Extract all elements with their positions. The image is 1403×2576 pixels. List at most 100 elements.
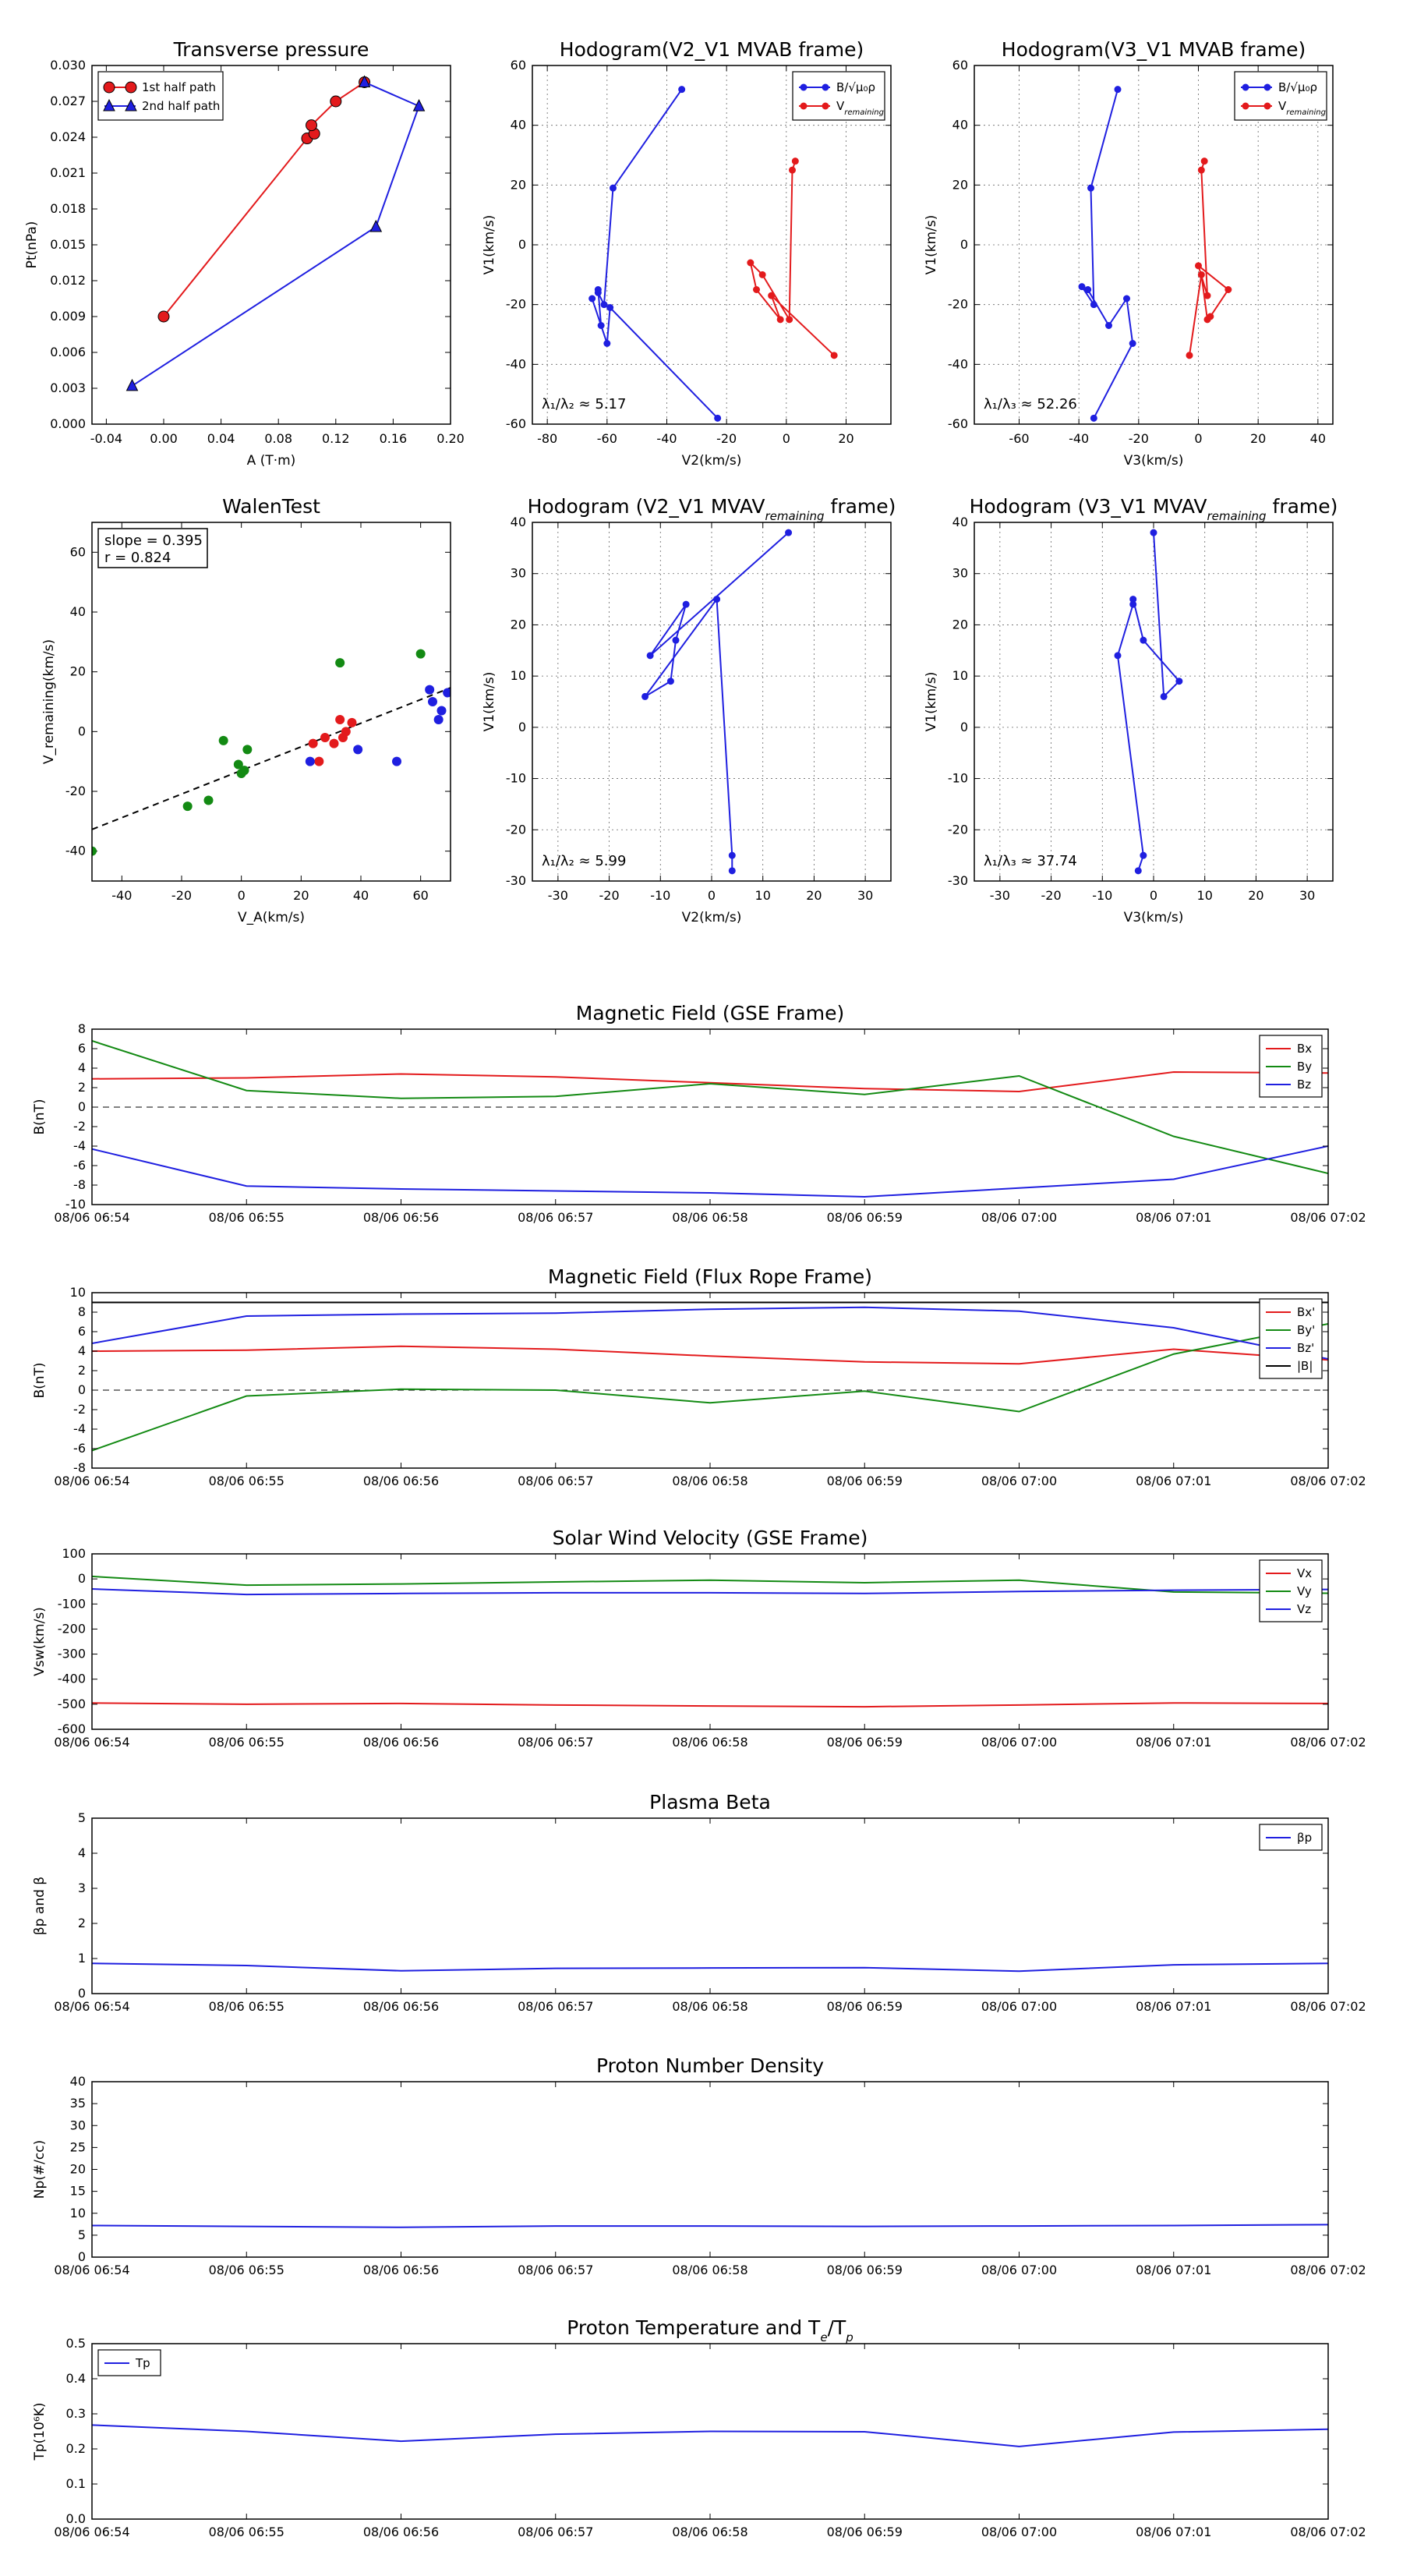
y-tick-label: 10 <box>952 668 968 683</box>
legend-label: B/√μ₀ρ <box>836 80 875 94</box>
x-tick-label: 0.16 <box>380 431 408 446</box>
y-axis-label: Tp(10⁶K) <box>32 2402 48 2461</box>
plot-frame <box>91 1028 1329 1205</box>
series-line <box>92 1962 1328 1973</box>
x-tick-label: 08/06 06:54 <box>54 1999 129 2014</box>
x-tick-label: 08/06 06:54 <box>54 1210 129 1225</box>
legend-label: Bz <box>1297 1077 1311 1092</box>
y-tick-label: 5 <box>78 2227 86 2242</box>
data-point <box>785 529 793 536</box>
x-axis-label: V3(km/s) <box>1124 453 1184 469</box>
y-tick-label: 0.012 <box>50 273 86 288</box>
x-axis-label: V2(km/s) <box>682 453 742 469</box>
legend-label: Vremaining <box>1278 99 1326 117</box>
data-point <box>1225 286 1232 293</box>
y-tick-label: 30 <box>511 566 526 581</box>
plot-area <box>92 2424 1328 2447</box>
x-tick-label: -10 <box>650 888 670 903</box>
data-point <box>603 340 611 347</box>
data-point <box>157 310 170 323</box>
x-tick-label: 08/06 06:59 <box>827 1999 903 2014</box>
x-tick-label: 0.00 <box>150 431 178 446</box>
legend-box <box>792 71 885 121</box>
x-tick-label: 08/06 06:54 <box>54 1735 129 1750</box>
y-tick-label: 6 <box>78 1324 86 1339</box>
legend-label: |B| <box>1297 1359 1313 1373</box>
y-axis-label: Pt(nPa) <box>24 221 40 269</box>
plot-frame <box>91 2081 1329 2258</box>
y-tick-label: -200 <box>58 1621 86 1636</box>
y-tick-label: 20 <box>70 664 86 679</box>
chart-beta: 08/06 06:54 08/06 06:55 08/06 06:56 08/06 0… <box>32 1791 1366 2014</box>
scatter-point <box>329 738 339 748</box>
x-tick-label: 10 <box>755 888 771 903</box>
chart-title: Proton Number Density <box>596 2054 824 2077</box>
y-tick-label: 0.1 <box>66 2476 86 2491</box>
y-tick-label: 0.027 <box>50 94 86 108</box>
chart-title: Solar Wind Velocity (GSE Frame) <box>553 1527 868 1549</box>
x-tick-label: 08/06 06:57 <box>518 1735 593 1750</box>
series-line <box>1189 161 1230 356</box>
y-tick-label: 0 <box>78 724 86 738</box>
legend-marker <box>1242 83 1249 91</box>
data-point <box>714 414 722 422</box>
data-point <box>1084 286 1092 293</box>
x-tick-label: 08/06 06:56 <box>363 1999 439 2014</box>
y-tick-label: 20 <box>70 2162 86 2177</box>
plot-area <box>92 649 451 856</box>
x-tick-label: -40 <box>1069 431 1089 446</box>
x-axis-label: V_A(km/s) <box>238 910 305 925</box>
data-point <box>1078 283 1086 291</box>
data-point <box>1195 262 1202 270</box>
legend-label: By <box>1297 1060 1312 1074</box>
y-tick-label: 100 <box>62 1546 86 1561</box>
scatter-point <box>392 756 401 766</box>
x-tick-label: 20 <box>1250 431 1266 446</box>
y-tick-label: 60 <box>70 544 86 559</box>
series-line <box>1116 533 1181 872</box>
y-tick-label: 5 <box>78 1810 86 1825</box>
y-tick-label: -30 <box>506 873 526 888</box>
data-point <box>600 301 608 309</box>
x-tick-label: 08/06 06:56 <box>363 2263 439 2277</box>
data-point <box>753 286 760 293</box>
chart-np: 08/06 06:54 08/06 06:55 08/06 06:56 08/06 0… <box>32 2054 1366 2277</box>
chart-h2: -60 -40 -20 0 20 40 -60 -40 -20 0 20 40 60 Hodogram(V… <box>924 38 1334 469</box>
y-tick-label: 0 <box>78 2249 86 2264</box>
y-tick-label: -20 <box>65 784 86 798</box>
plot-area <box>125 75 426 391</box>
x-tick-label: -20 <box>1041 888 1062 903</box>
y-tick-label: 30 <box>952 566 968 581</box>
legend-marker <box>822 102 829 110</box>
x-tick-label: -20 <box>716 431 737 446</box>
y-tick-label: 60 <box>952 58 968 73</box>
scatter-point <box>233 759 243 770</box>
y-tick-label: -6 <box>73 1441 86 1456</box>
data-point <box>597 322 605 329</box>
data-point <box>1200 157 1208 165</box>
y-tick-label: -8 <box>73 1177 86 1192</box>
x-tick-label: 08/06 06:55 <box>209 1735 284 1750</box>
ratio-annotation: λ₁/λ₂ ≈ 5.99 <box>542 853 626 869</box>
x-tick-label: 08/06 06:58 <box>672 1474 747 1488</box>
data-point <box>125 378 139 391</box>
x-tick-label: -20 <box>171 888 192 903</box>
chart-title: Hodogram(V3_V1 MVAB frame) <box>1002 38 1306 61</box>
data-point <box>606 304 614 311</box>
y-tick-label: 30 <box>70 2118 86 2132</box>
x-tick-label: 30 <box>1299 888 1315 903</box>
plot-frame <box>974 522 1334 882</box>
y-tick-label: 35 <box>70 2096 86 2111</box>
data-point <box>678 86 686 94</box>
chart-title: Magnetic Field (Flux Rope Frame) <box>548 1265 872 1288</box>
y-axis-label: V1(km/s) <box>482 215 497 275</box>
x-tick-label: 08/06 06:58 <box>672 2263 747 2277</box>
x-tick-label: 08/06 06:57 <box>518 1999 593 2014</box>
y-tick-label: 0 <box>518 720 526 734</box>
legend-label: Vz <box>1297 1602 1311 1616</box>
y-tick-label: 0.000 <box>50 416 86 431</box>
x-tick-label: 08/06 06:57 <box>518 2263 593 2277</box>
chart-bfr: 08/06 06:54 08/06 06:55 08/06 06:56 08/06 0… <box>32 1265 1366 1488</box>
x-tick-label: -30 <box>990 888 1010 903</box>
series-line <box>92 2224 1328 2228</box>
